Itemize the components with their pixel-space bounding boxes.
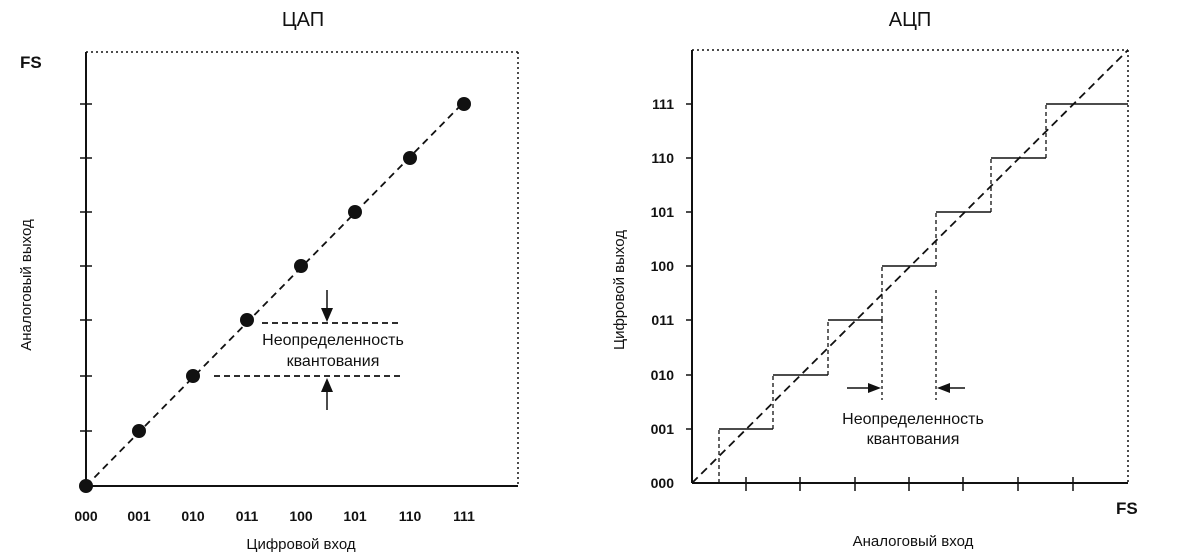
dac-x-tick-label: 010 — [181, 508, 205, 524]
adc-arrow-left-icon — [937, 383, 950, 393]
dac-y-axis-label: Аналоговый выход — [18, 219, 35, 351]
adc-y-tick-label: 111 — [652, 96, 674, 112]
adc-y-tick-label: 010 — [651, 367, 675, 383]
dac-annotation-line2: квантования — [287, 353, 380, 370]
dac-arrow-down-icon — [321, 308, 333, 322]
dac-point-000 — [79, 479, 93, 493]
dac-ideal-line — [85, 99, 467, 487]
adc-annotation-line2: квантования — [867, 431, 960, 448]
dac-point-011 — [240, 313, 254, 327]
dac-x-tick-label: 101 — [343, 508, 367, 524]
dac-x-tick-labels: 000 001 010 011 100 101 110 111 — [74, 508, 475, 524]
adc-y-tick-label: 100 — [651, 258, 675, 274]
dac-title: ЦАП — [282, 9, 324, 31]
adc-y-tick-label: 101 — [651, 204, 675, 220]
dac-fs-label: FS — [20, 53, 42, 72]
dac-arrow-up-icon — [321, 378, 333, 392]
adc-chart: АЦП — [611, 9, 1138, 550]
dac-point-101 — [348, 205, 362, 219]
dac-x-tick-label: 110 — [399, 508, 422, 524]
dac-x-tick-label: 001 — [127, 508, 151, 524]
adc-y-tick-label: 011 — [651, 312, 674, 328]
adc-arrow-right-icon — [868, 383, 881, 393]
adc-x-axis-label: Аналоговый вход — [853, 533, 974, 550]
adc-y-axis-label: Цифровой выход — [611, 230, 628, 350]
dac-x-axis-label: Цифровой вход — [246, 536, 356, 553]
adc-y-tick-labels: 000 001 010 011 100 101 110 111 — [651, 96, 675, 491]
dac-y-ticks — [80, 103, 92, 432]
dac-chart: ЦАП FS Н — [18, 9, 519, 553]
dac-x-tick-label: 011 — [236, 508, 259, 524]
adc-staircase — [692, 103, 1128, 484]
dac-point-110 — [403, 151, 417, 165]
dac-point-111 — [457, 97, 471, 111]
dac-point-010 — [186, 369, 200, 383]
adc-y-tick-label: 000 — [651, 475, 675, 491]
dac-point-001 — [132, 424, 146, 438]
dac-annotation-line1: Неопределенность — [262, 332, 404, 349]
dac-x-tick-label: 111 — [453, 508, 475, 524]
adc-title: АЦП — [889, 9, 932, 31]
adc-y-tick-label: 001 — [651, 421, 675, 437]
dac-point-100 — [294, 259, 308, 273]
adc-ideal-line — [691, 49, 1129, 484]
dac-x-tick-label: 000 — [74, 508, 98, 524]
dac-x-tick-label: 100 — [289, 508, 313, 524]
adc-y-tick-label: 110 — [651, 150, 674, 166]
adc-x-ticks — [745, 477, 1074, 491]
adc-fs-label: FS — [1116, 499, 1138, 518]
adc-y-ticks — [686, 103, 692, 430]
adc-annotation-line1: Неопределенность — [842, 411, 984, 428]
